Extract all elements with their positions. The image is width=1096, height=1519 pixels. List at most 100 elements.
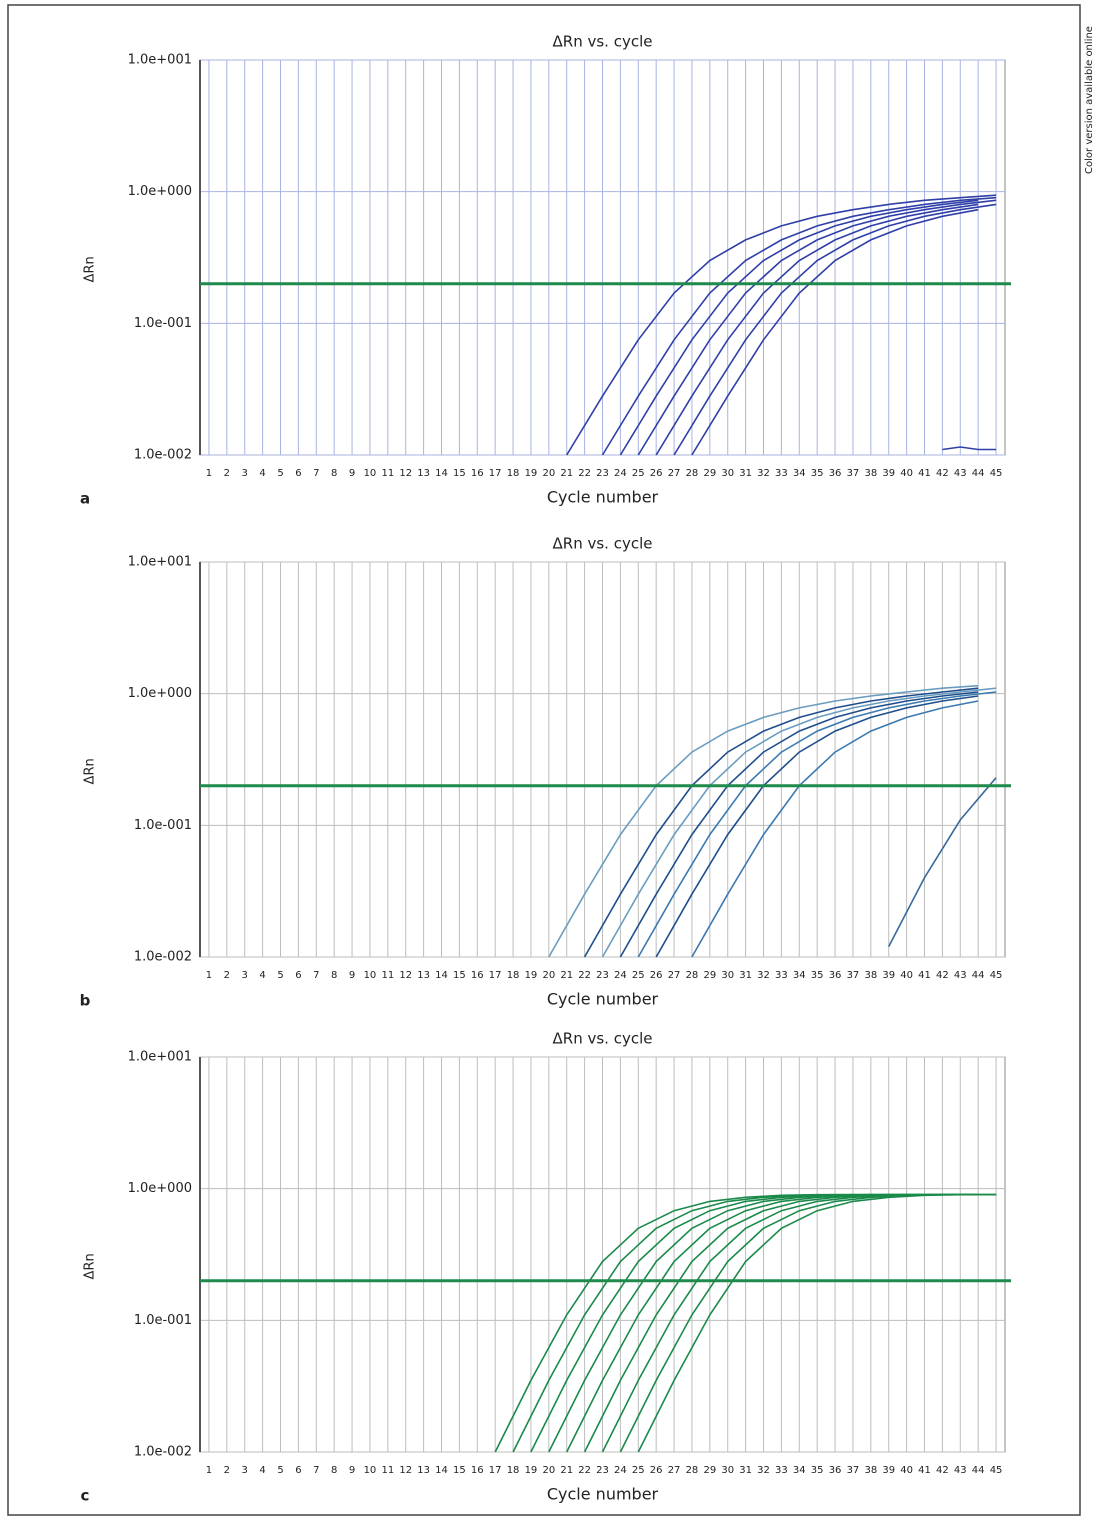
x-tick-label: 7 — [313, 468, 319, 479]
x-tick-label: 33 — [775, 970, 788, 981]
x-tick-label: 15 — [453, 468, 466, 479]
x-axis-label: Cycle number — [547, 990, 659, 1009]
x-tick-label: 21 — [560, 468, 573, 479]
x-tick-label: 25 — [632, 468, 645, 479]
curve — [548, 684, 979, 958]
x-tick-label: 19 — [525, 970, 538, 981]
x-tick-label: 33 — [775, 1465, 788, 1476]
x-tick-label: 42 — [936, 468, 949, 479]
curve — [942, 446, 997, 451]
x-axis-label: Cycle number — [547, 488, 659, 507]
x-tick-label: 27 — [668, 970, 681, 981]
x-tick-label: 43 — [954, 468, 967, 479]
x-tick-label: 32 — [757, 1465, 770, 1476]
figure-border — [7, 4, 1081, 1516]
curve — [637, 691, 997, 958]
x-tick-label: 43 — [954, 970, 967, 981]
x-tick-label: 27 — [668, 1465, 681, 1476]
x-tick-label: 36 — [829, 468, 842, 479]
x-tick-label: 4 — [259, 970, 265, 981]
x-tick-label: 26 — [650, 1465, 663, 1476]
x-tick-label: 16 — [471, 468, 484, 479]
x-tick-label: 34 — [793, 468, 806, 479]
x-tick-label: 29 — [703, 1465, 716, 1476]
x-tick-label: 14 — [435, 1465, 448, 1476]
x-tick-label: 39 — [882, 1465, 895, 1476]
x-tick-label: 5 — [277, 970, 283, 981]
x-tick-label: 30 — [721, 1465, 734, 1476]
x-tick-label: 35 — [811, 970, 824, 981]
x-tick-label: 16 — [471, 970, 484, 981]
curve — [887, 777, 997, 947]
x-tick-label: 1 — [206, 468, 212, 479]
curve — [691, 700, 979, 958]
y-tick-label: 1.0e-002 — [134, 448, 192, 463]
x-tick-label: 37 — [847, 970, 860, 981]
x-tick-label: 7 — [313, 970, 319, 981]
panel-label: a — [80, 490, 90, 508]
curve — [601, 687, 997, 958]
y-axis-label: ΔRn — [83, 758, 98, 784]
y-axis-label: ΔRn — [83, 256, 98, 282]
x-tick-label: 2 — [224, 1465, 230, 1476]
x-tick-label: 1 — [206, 1465, 212, 1476]
y-tick-label: 1.0e+000 — [128, 1181, 192, 1196]
y-tick-label: 1.0e+001 — [128, 53, 192, 68]
x-tick-label: 35 — [811, 1465, 824, 1476]
x-tick-label: 23 — [596, 970, 609, 981]
x-tick-label: 22 — [578, 468, 591, 479]
x-tick-label: 22 — [578, 970, 591, 981]
x-tick-label: 41 — [918, 970, 931, 981]
x-tick-label: 44 — [972, 468, 985, 479]
x-tick-label: 23 — [596, 1465, 609, 1476]
x-tick-label: 7 — [313, 1465, 319, 1476]
x-tick-label: 42 — [936, 1465, 949, 1476]
x-tick-label: 24 — [614, 1465, 627, 1476]
curve — [619, 691, 979, 958]
x-tick-label: 14 — [435, 970, 448, 981]
x-tick-label: 13 — [417, 970, 430, 981]
x-tick-label: 38 — [864, 970, 877, 981]
x-tick-label: 30 — [721, 468, 734, 479]
curve — [566, 194, 997, 456]
curve — [637, 1193, 997, 1453]
x-tick-label: 28 — [686, 468, 699, 479]
x-tick-label: 38 — [864, 468, 877, 479]
x-tick-label: 31 — [739, 468, 752, 479]
x-tick-label: 26 — [650, 970, 663, 981]
x-tick-label: 19 — [525, 1465, 538, 1476]
x-tick-label: 36 — [829, 970, 842, 981]
x-tick-label: 39 — [882, 468, 895, 479]
x-tick-label: 19 — [525, 468, 538, 479]
x-tick-label: 10 — [364, 1465, 377, 1476]
x-tick-label: 26 — [650, 468, 663, 479]
x-tick-label: 18 — [507, 1465, 520, 1476]
x-tick-label: 45 — [990, 1465, 1003, 1476]
curve — [655, 695, 979, 958]
y-tick-label: 1.0e-001 — [134, 316, 192, 331]
x-tick-label: 41 — [918, 468, 931, 479]
x-tick-label: 8 — [331, 468, 337, 479]
curve — [637, 199, 997, 456]
x-tick-label: 21 — [560, 970, 573, 981]
x-tick-label: 42 — [936, 970, 949, 981]
x-tick-label: 25 — [632, 970, 645, 981]
x-tick-label: 29 — [703, 468, 716, 479]
x-tick-label: 17 — [489, 468, 502, 479]
x-tick-label: 13 — [417, 1465, 430, 1476]
x-tick-label: 3 — [242, 1465, 248, 1476]
x-tick-label: 11 — [381, 1465, 394, 1476]
x-tick-label: 31 — [739, 970, 752, 981]
x-tick-label: 34 — [793, 1465, 806, 1476]
x-tick-label: 28 — [686, 1465, 699, 1476]
x-tick-label: 9 — [349, 1465, 355, 1476]
x-tick-label: 37 — [847, 468, 860, 479]
x-tick-label: 2 — [224, 468, 230, 479]
y-tick-label: 1.0e-002 — [134, 1445, 192, 1460]
x-tick-label: 43 — [954, 1465, 967, 1476]
x-tick-label: 22 — [578, 1465, 591, 1476]
x-tick-label: 45 — [990, 468, 1003, 479]
curve — [601, 196, 997, 456]
x-tick-label: 29 — [703, 970, 716, 981]
chart-title: ΔRn vs. cycle — [553, 33, 653, 51]
